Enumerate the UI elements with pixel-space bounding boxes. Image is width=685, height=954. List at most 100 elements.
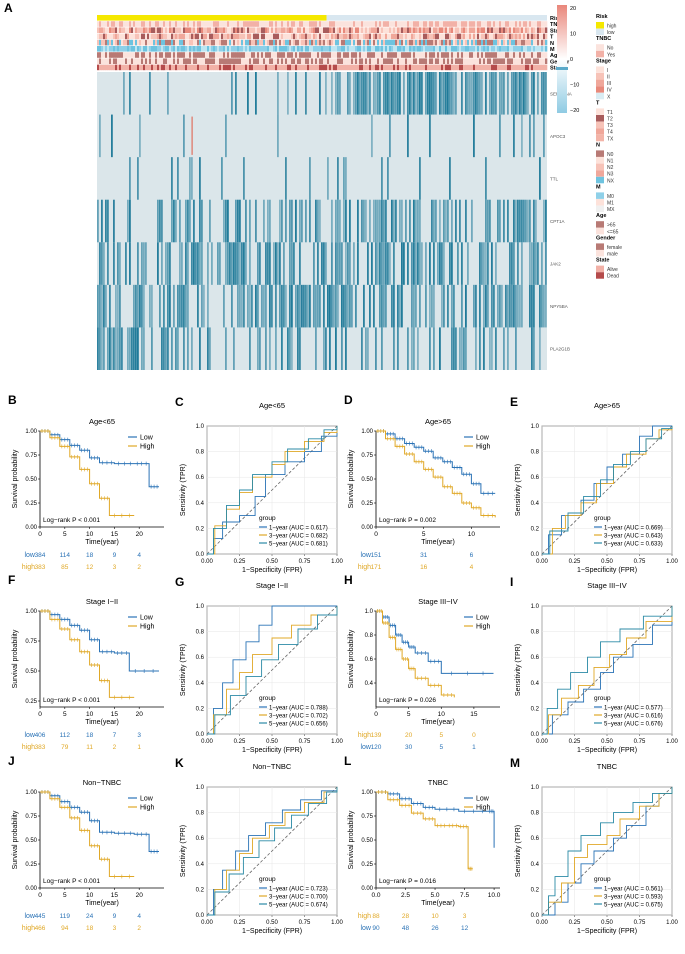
heatmap-row	[99, 114, 545, 158]
track-cell	[465, 64, 468, 71]
track-cell	[283, 39, 286, 46]
track-cell	[143, 27, 146, 33]
track-cell	[385, 27, 388, 33]
track-cell	[109, 39, 112, 46]
track-cell	[395, 52, 398, 58]
y-tick-label: 0.00	[25, 525, 37, 531]
track-cell	[313, 64, 316, 71]
x-axis-label: 1−Specificity (FPR)	[242, 567, 302, 574]
heatmap-cell	[117, 284, 119, 328]
track-cell	[459, 46, 462, 52]
legend-label: Low	[140, 796, 154, 803]
track-cell	[201, 39, 204, 46]
track-cell	[461, 46, 464, 52]
track-cell	[335, 27, 338, 33]
track-cell	[475, 21, 478, 27]
y-tick-label: 0.75	[25, 453, 37, 459]
track-cell	[487, 21, 490, 27]
track-cell	[105, 46, 108, 52]
heatmap-cell	[157, 199, 159, 243]
track-cell	[361, 64, 364, 71]
track-cell	[487, 64, 490, 71]
track-cell	[353, 64, 356, 71]
heatmap-cell	[177, 327, 179, 370]
track-cell	[521, 58, 524, 64]
track-cell	[305, 64, 308, 71]
track-cell	[165, 33, 168, 40]
heatmap-cell	[393, 199, 395, 243]
track-cell	[191, 52, 194, 58]
y-tick-label: 0.50	[361, 838, 373, 844]
track-cell	[441, 27, 444, 33]
track-cell	[101, 39, 104, 46]
track-cell	[333, 46, 336, 52]
track-cell	[261, 58, 264, 64]
heatmap-cell	[207, 284, 209, 328]
track-cell	[347, 21, 350, 27]
y-tick-label: 0.00	[25, 886, 37, 892]
track-cell	[225, 33, 228, 40]
track-cell	[349, 27, 352, 33]
heatmap-cell	[407, 242, 409, 285]
legend-label: 1−year (AUC = 0.669)	[604, 526, 663, 532]
heatmap-cell	[323, 284, 325, 328]
track-cell	[519, 27, 522, 33]
track-cell	[469, 33, 472, 40]
track-cell	[133, 64, 136, 71]
track-cell	[433, 52, 436, 58]
track-cell	[431, 64, 434, 71]
track-cell	[535, 46, 538, 52]
track-cell	[303, 21, 306, 27]
heatmap-cell	[263, 284, 265, 328]
legend-label: 5−year (AUC = 0.656)	[269, 722, 328, 728]
track-cell	[389, 33, 392, 40]
track-cell	[271, 52, 274, 58]
track-cell	[347, 39, 350, 46]
track-cell	[463, 58, 466, 64]
track-cell	[439, 27, 442, 33]
track-cell	[317, 46, 320, 52]
track-cell	[405, 39, 408, 46]
x-tick-label: 10	[86, 711, 94, 718]
track-cell	[407, 46, 410, 52]
track-cell	[505, 33, 508, 40]
track-cell	[343, 33, 346, 40]
track-cell	[195, 27, 198, 33]
track-cell	[523, 21, 526, 27]
heatmap-cell	[379, 284, 381, 328]
track-cell	[235, 46, 238, 52]
track-cell	[349, 58, 352, 64]
track-cell	[535, 52, 538, 58]
track-cell	[115, 52, 118, 58]
heatmap-cell	[463, 327, 465, 370]
track-cell	[381, 27, 384, 33]
track-cell	[179, 39, 182, 46]
track-cell	[403, 58, 406, 64]
track-cell	[227, 27, 230, 33]
risk-row-label: high	[358, 564, 371, 571]
heatmap-cell	[235, 242, 237, 285]
heatmap-cell	[385, 284, 387, 328]
track-cell	[273, 33, 276, 40]
track-cell	[257, 46, 260, 52]
heatmap-cell	[319, 284, 321, 328]
track-cell	[345, 58, 348, 64]
track-cell	[165, 21, 168, 27]
heatmap-cell	[521, 199, 523, 243]
track-cell	[525, 27, 528, 33]
track-cell	[491, 33, 494, 40]
track-cell	[143, 33, 146, 40]
track-cell	[197, 52, 200, 58]
track-cell	[177, 64, 180, 71]
track-cell	[453, 52, 456, 58]
heatmap-cell	[313, 242, 315, 285]
heatmap-cell	[199, 242, 201, 285]
track-cell	[237, 33, 240, 40]
legend-swatch	[596, 115, 604, 122]
y-tick-label: 0.4	[196, 501, 205, 507]
track-cell	[417, 46, 420, 52]
track-cell	[323, 39, 326, 46]
track-cell	[219, 27, 222, 33]
track-cell	[229, 46, 232, 52]
